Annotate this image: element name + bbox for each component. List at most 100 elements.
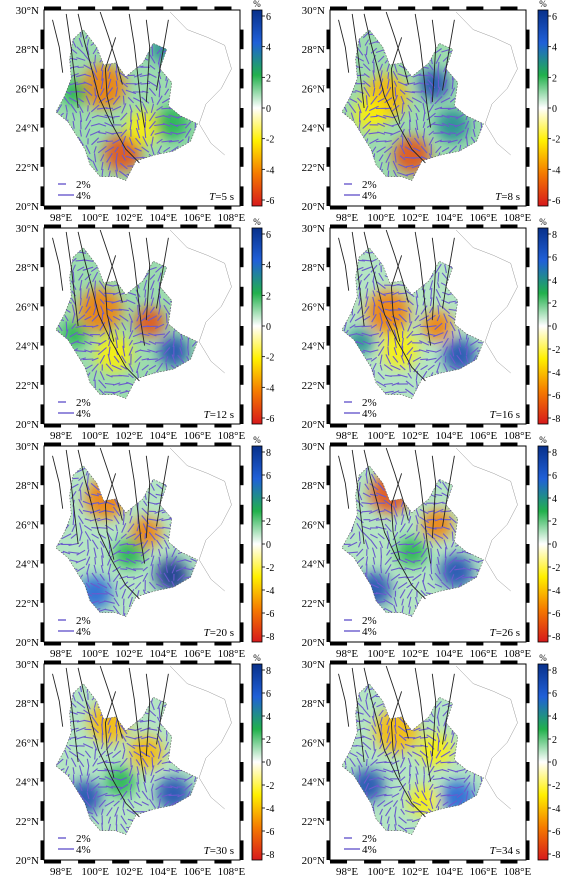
frame-tick: [526, 287, 530, 307]
y-tick-label: 26°N: [302, 737, 325, 749]
x-tick-label: 98°E: [336, 430, 358, 442]
y-tick-label: 30°N: [16, 223, 39, 235]
colorbar-tick-label: 4: [552, 712, 557, 723]
anisotropy-bar: [431, 548, 432, 557]
y-tick-label: 26°N: [16, 301, 39, 313]
anisotropy-bar: [431, 555, 432, 566]
anisotropy-bar: [145, 533, 146, 539]
x-tick-label: 102°E: [115, 212, 143, 224]
frame-tick: [500, 443, 517, 447]
anisotropy-bar: [388, 330, 389, 340]
y-tick-label: 26°N: [302, 83, 325, 95]
frame-tick: [146, 642, 163, 646]
colorbar-tick-label: 8: [266, 448, 271, 459]
frame-tick: [398, 642, 415, 646]
y-tick-label: 26°N: [16, 83, 39, 95]
colorbar-tick-label: 8: [266, 666, 271, 677]
frame-tick: [78, 443, 95, 447]
x-tick-label: 100°E: [81, 212, 109, 224]
x-tick-label: 106°E: [470, 648, 498, 660]
x-tick-label: 98°E: [50, 430, 72, 442]
frame-tick: [466, 661, 483, 665]
colorbar-tick-label: 0: [266, 104, 271, 115]
frame-tick: [526, 762, 530, 782]
frame-tick: [146, 424, 163, 428]
y-tick-label: 24°N: [302, 341, 325, 353]
anisotropy-bar: [141, 746, 149, 747]
x-tick-label: 98°E: [336, 648, 358, 660]
x-tick-label: 104°E: [435, 212, 463, 224]
colorbar-unit: %: [253, 435, 261, 445]
x-tick-label: 98°E: [50, 648, 72, 660]
colorbar-tick-label: 2: [552, 517, 557, 528]
colorbar-tick-label: -2: [552, 781, 560, 792]
x-tick-label: 100°E: [367, 212, 395, 224]
frame-tick: [466, 443, 483, 447]
frame-tick: [526, 840, 530, 860]
frame-tick: [330, 225, 347, 229]
colorbar-tick-label: 4: [552, 276, 557, 287]
colorbar-tick-label: -6: [552, 391, 560, 402]
frame-tick: [526, 30, 530, 50]
x-tick-label: 104°E: [435, 648, 463, 660]
colorbar-tick-label: -4: [552, 804, 560, 815]
frame-tick: [327, 69, 331, 89]
frame-tick: [240, 365, 244, 385]
frame-tick: [240, 287, 244, 307]
frame-tick: [214, 7, 231, 11]
frame-tick: [112, 443, 129, 447]
x-tick-label: 100°E: [81, 648, 109, 660]
x-tick-label: 98°E: [50, 212, 72, 224]
frame-tick: [526, 108, 530, 128]
frame-tick: [112, 860, 129, 864]
period-label: T=26 s: [490, 627, 520, 639]
colorbar-unit: %: [253, 217, 261, 227]
colorbar-tick-label: 8: [552, 230, 557, 241]
anisotropy-bar: [388, 72, 389, 79]
frame-tick: [364, 860, 381, 864]
frame-tick: [330, 424, 347, 428]
x-tick-label: 100°E: [367, 430, 395, 442]
colorbar-tick-label: -2: [552, 135, 560, 146]
anisotropy-bar: [106, 141, 113, 142]
frame-tick: [398, 661, 415, 665]
frame-tick: [214, 206, 231, 210]
colorbar-tick-label: 2: [266, 73, 271, 84]
anisotropy-bar: [457, 552, 464, 553]
frame-tick: [240, 583, 244, 603]
frame-tick: [240, 762, 244, 782]
frame-tick: [41, 147, 45, 167]
anisotropy-bar: [83, 359, 94, 360]
x-tick-label: 108°E: [504, 866, 532, 878]
period-label: T=16 s: [490, 409, 520, 421]
y-tick-label: 22°N: [302, 816, 325, 828]
anisotropy-bar: [78, 67, 84, 68]
frame-tick: [526, 404, 530, 424]
colorbar-tick-label: -8: [266, 632, 274, 643]
anisotropy-bar: [88, 105, 89, 111]
frame-tick: [526, 544, 530, 564]
frame-tick: [364, 206, 381, 210]
y-tick-label: 24°N: [16, 777, 39, 789]
frame-tick: [41, 30, 45, 50]
anisotropy-bar: [398, 544, 406, 545]
anomaly-patch: [134, 307, 165, 338]
colorbar-tick-label: 0: [266, 758, 271, 769]
frame-tick: [240, 622, 244, 642]
y-tick-label: 20°N: [302, 637, 325, 649]
frame-tick: [112, 642, 129, 646]
anisotropy-bar: [145, 290, 146, 298]
anisotropy-bar: [105, 795, 114, 796]
colorbar: [252, 446, 262, 642]
colorbar-tick-label: 2: [266, 517, 271, 528]
y-tick-label: 20°N: [302, 855, 325, 867]
frame-tick: [44, 860, 61, 864]
colorbar-tick-label: 2: [552, 299, 557, 310]
y-tick-label: 22°N: [302, 380, 325, 392]
x-tick-label: 106°E: [470, 430, 498, 442]
y-tick-label: 28°N: [16, 262, 39, 274]
x-tick-label: 108°E: [218, 866, 246, 878]
